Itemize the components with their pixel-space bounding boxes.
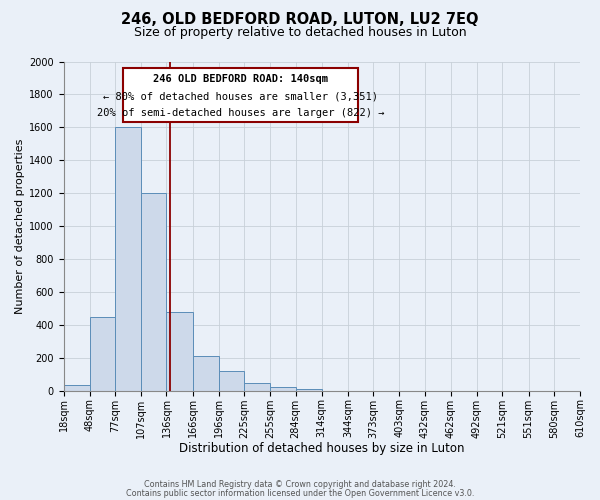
Bar [219,371,244,390]
Bar [64,385,89,390]
Text: 20% of semi-detached houses are larger (822) →: 20% of semi-detached houses are larger (… [97,108,384,118]
Bar [141,193,166,390]
Text: Contains public sector information licensed under the Open Government Licence v3: Contains public sector information licen… [126,488,474,498]
Text: 246 OLD BEDFORD ROAD: 140sqm: 246 OLD BEDFORD ROAD: 140sqm [153,74,328,84]
Bar [193,356,219,390]
Bar [115,128,141,390]
Y-axis label: Number of detached properties: Number of detached properties [15,138,25,314]
X-axis label: Distribution of detached houses by size in Luton: Distribution of detached houses by size … [179,442,464,455]
Bar [89,316,115,390]
Bar [270,388,296,390]
FancyBboxPatch shape [123,68,358,122]
Bar [296,389,322,390]
Bar [166,312,193,390]
Text: 246, OLD BEDFORD ROAD, LUTON, LU2 7EQ: 246, OLD BEDFORD ROAD, LUTON, LU2 7EQ [121,12,479,28]
Bar [244,384,270,390]
Text: Contains HM Land Registry data © Crown copyright and database right 2024.: Contains HM Land Registry data © Crown c… [144,480,456,489]
Text: ← 80% of detached houses are smaller (3,351): ← 80% of detached houses are smaller (3,… [103,92,378,102]
Text: Size of property relative to detached houses in Luton: Size of property relative to detached ho… [134,26,466,39]
